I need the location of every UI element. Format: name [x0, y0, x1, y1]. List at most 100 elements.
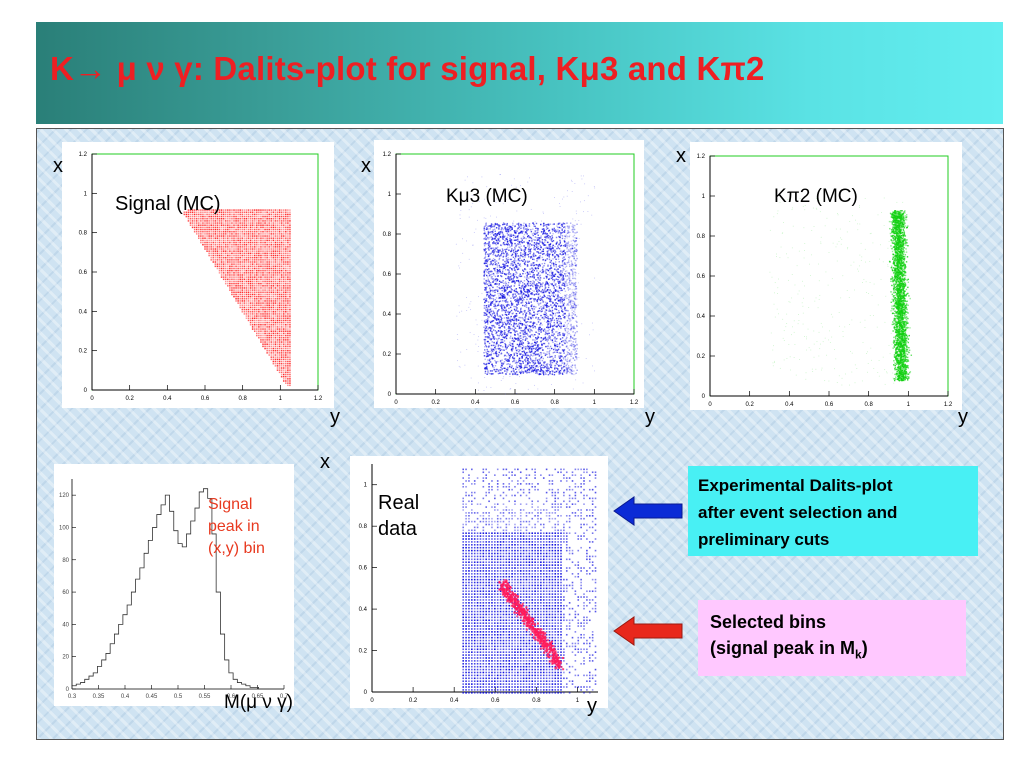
selected-callout-line2-prefix: (signal peak in M: [710, 638, 856, 658]
x-tick-label: 0.4: [450, 698, 459, 704]
kmu3-plot-label: Kμ3 (MC): [446, 186, 528, 207]
hist-annotation-line3: (x,y) bin: [208, 540, 265, 557]
signal-dalitz-svg: 0 0.2 0.4 0.6 0.8 1 1.2 0 0.2 0.4 0.6 0.8 1 1.2: [79, 152, 323, 402]
x-tick-label: 0.65: [252, 694, 264, 700]
hist-annotation-line1: Signal: [208, 496, 253, 513]
y-tick-label: 80: [62, 558, 69, 564]
y-tick-label: 0.2: [359, 649, 368, 655]
y-tick-label: 0.8: [359, 524, 368, 530]
selected-bins-callout: Selected bins (signal peak in Mk): [698, 600, 966, 676]
hist-x-axis-label: M(μ ν γ): [224, 692, 293, 713]
real-data-label-line2: data: [378, 518, 417, 540]
experimental-callout: Experimental Dalits-plot after event sel…: [688, 466, 978, 556]
selected-callout-line2-suffix: ): [861, 638, 868, 658]
x-tick-label: 0.7: [280, 694, 289, 700]
x-tick-label: 0.4: [785, 402, 794, 408]
x-tick-label: 0.2: [745, 402, 754, 408]
x-tick-label: 0: [90, 396, 94, 402]
real-y-axis-letter: y: [587, 695, 597, 717]
x-tick-label: 0.8: [238, 396, 247, 402]
y-tick-label: 0.2: [79, 349, 88, 355]
signal-plot: 0 0.2 0.4 0.6 0.8 1 1.2 0 0.2 0.4 0.6 0.8 1 1.2: [62, 142, 334, 408]
y-tick-label: 0.4: [697, 314, 706, 320]
y-tick-label: 0: [702, 394, 706, 400]
x-tick-label: 0.4: [121, 694, 130, 700]
kmu3-plot: 0 0.2 0.4 0.6 0.8 1 1.2 0 0.2 0.4 0.6 0.8 1 1.2: [374, 140, 644, 408]
y-tick-label: 0.8: [79, 231, 88, 237]
x-tick-label: 0.35: [93, 694, 105, 700]
kpi2-y-axis-letter: y: [958, 406, 968, 428]
title-bar: [36, 22, 1003, 124]
histogram-line: [71, 488, 284, 690]
x-tick-label: 0.6: [201, 396, 210, 402]
x-tick-label: 1: [576, 698, 580, 704]
y-tick-label: 0.2: [383, 352, 392, 358]
y-tick-label: 60: [62, 590, 69, 596]
x-tick-label: 0.4: [471, 400, 480, 406]
y-tick-label: 1.2: [697, 154, 706, 160]
x-tick-label: 0.4: [163, 396, 172, 402]
x-tick-label: 1.2: [314, 396, 323, 402]
y-tick-label: 0.4: [79, 309, 88, 315]
mass-histogram-svg: 0.3 0.35 0.4 0.45 0.5 0.55 0.6 0.65 0.7 0 20 40 60 80…: [59, 479, 289, 700]
real-data-points: [462, 468, 597, 694]
x-tick-label: 0.5: [174, 694, 183, 700]
kpi2-plot-label: Kπ2 (MC): [774, 186, 858, 207]
hist-annotation-line2: peak in: [208, 518, 260, 535]
x-tick-label: 0.6: [825, 402, 834, 408]
real-data-label-line1: Real: [378, 492, 420, 514]
y-tick-label: 40: [62, 622, 69, 628]
y-tick-label: 0.2: [697, 354, 706, 360]
experimental-callout-line3: preliminary cuts: [698, 530, 830, 549]
y-tick-label: 0.4: [383, 312, 392, 318]
y-tick-label: 20: [62, 655, 69, 661]
x-tick-label: 0.45: [146, 694, 158, 700]
real-data-label: Real data: [378, 490, 419, 542]
kpi2-plot: 0 0.2 0.4 0.6 0.8 1 1.2 0 0.2 0.4 0.6 0.8 1 1.2: [690, 142, 962, 410]
x-tick-label: 0.6: [491, 698, 500, 704]
y-tick-label: 0.6: [79, 270, 88, 276]
kpi2-points: [769, 197, 913, 386]
x-tick-label: 0: [370, 698, 374, 704]
hist-annotation: Signal peak in (x,y) bin: [208, 494, 288, 560]
x-tick-label: 1.2: [630, 400, 639, 406]
x-tick-label: 0: [394, 400, 398, 406]
signal-y-axis-letter: y: [330, 406, 340, 428]
selected-callout-line2: (signal peak in Mk): [710, 635, 954, 668]
y-tick-label: 1: [388, 192, 392, 198]
kpi2-x-axis-letter: x: [676, 145, 686, 167]
x-tick-label: 0.8: [864, 402, 873, 408]
selected-callout-line2-sub: k: [855, 647, 862, 662]
x-tick-label: 1.2: [944, 402, 953, 408]
x-tick-label: 0.2: [125, 396, 134, 402]
x-tick-label: 1: [279, 396, 283, 402]
kpi2-dalitz-svg: 0 0.2 0.4 0.6 0.8 1 1.2 0 0.2 0.4 0.6 0.8 1 1.2: [697, 154, 953, 408]
y-tick-label: 100: [59, 525, 70, 531]
x-tick-label: 0.55: [199, 694, 211, 700]
signal-x-axis-letter: x: [53, 155, 63, 177]
blue-left-arrow-icon: [613, 496, 683, 526]
kmu3-dalitz-svg: 0 0.2 0.4 0.6 0.8 1 1.2 0 0.2 0.4 0.6 0.8 1 1.2: [383, 152, 639, 406]
y-tick-label: 0.4: [359, 607, 368, 613]
y-tick-label: 1: [702, 194, 706, 200]
experimental-callout-line2: after event selection and: [698, 503, 898, 522]
y-tick-label: 1.2: [79, 152, 88, 158]
real-data-svg: 0 0.2 0.4 0.6 0.8 1 0 0.2 0.4 0.6 0.8 1: [359, 464, 598, 704]
y-tick-label: 0.6: [383, 272, 392, 278]
x-tick-label: 0.2: [431, 400, 440, 406]
x-tick-label: 1: [593, 400, 597, 406]
x-tick-label: 0.8: [532, 698, 541, 704]
x-tick-label: 0.3: [68, 694, 77, 700]
real-data-plot: 0 0.2 0.4 0.6 0.8 1 0 0.2 0.4 0.6 0.8 1: [350, 456, 608, 708]
x-tick-label: 0.6: [227, 694, 236, 700]
x-tick-label: 0.2: [409, 698, 418, 704]
x-tick-label: 0.8: [550, 400, 559, 406]
x-tick-label: 0: [708, 402, 712, 408]
y-tick-label: 0.6: [359, 566, 368, 572]
y-tick-label: 0.6: [697, 274, 706, 280]
kmu3-points: [455, 174, 596, 395]
y-tick-label: 1.2: [383, 152, 392, 158]
experimental-callout-line1: Experimental Dalits-plot: [698, 476, 893, 495]
x-tick-label: 1: [907, 402, 911, 408]
